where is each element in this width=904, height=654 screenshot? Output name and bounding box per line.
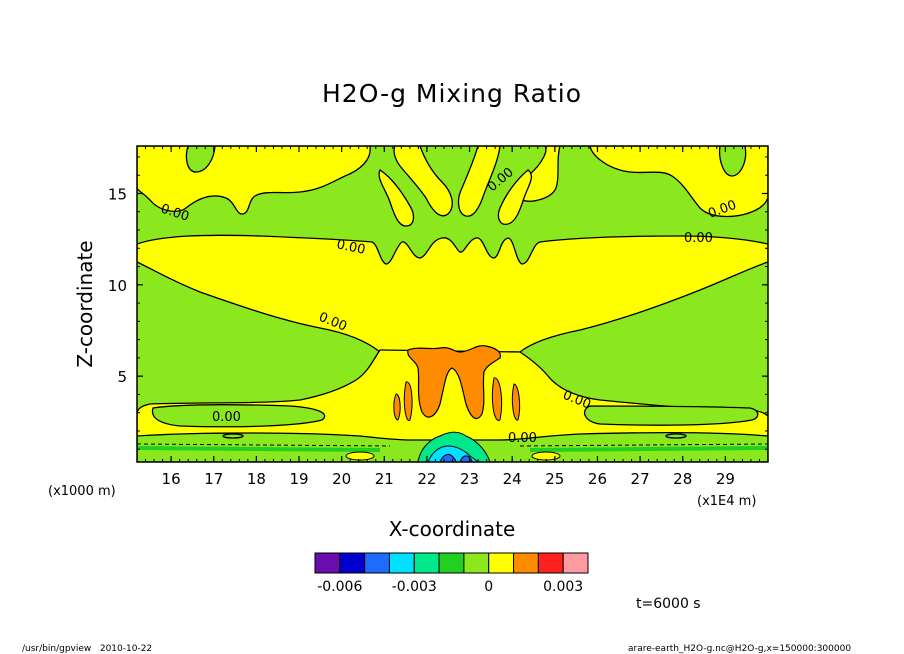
contour-label: 0.00 <box>212 410 241 425</box>
colorbar <box>314 552 589 574</box>
footer-left: /usr/bin/gpview 2010-10-22 <box>22 644 152 654</box>
x-axis: 16 17 18 19 20 21 22 23 24 25 26 27 28 29 <box>136 146 769 488</box>
colorbar-swatch <box>413 552 440 574</box>
time-label: t=6000 s <box>636 596 701 612</box>
contour-region <box>151 404 326 428</box>
contour-region <box>511 383 521 421</box>
contour-region <box>457 146 501 217</box>
x-tick-label: 18 <box>247 470 266 488</box>
colorbar-swatch <box>339 552 366 574</box>
y-axis: 5 10 15 <box>108 156 768 450</box>
colorbar-tick-label: 0 <box>484 579 493 595</box>
contour-region <box>378 169 415 227</box>
contour-region <box>393 146 453 217</box>
contour-region <box>137 446 380 452</box>
colorbar-swatch <box>513 552 539 574</box>
contour-region <box>222 433 244 439</box>
x-tick-label: 23 <box>460 470 479 488</box>
contour-label: 0.00 <box>508 431 537 446</box>
x-unit-label: (x1E4 m) <box>697 494 756 509</box>
contour-region <box>345 451 375 461</box>
y-tick-label: 15 <box>108 185 127 203</box>
x-tick-label: 17 <box>204 470 223 488</box>
contour-label: 0.00 <box>684 231 713 246</box>
contour-region <box>497 169 532 225</box>
contour-region <box>393 393 401 421</box>
x-tick-label: 29 <box>716 470 735 488</box>
footer-right: arare-earth_H2O-g.nc@H2O-g,x=150000:3000… <box>628 644 851 654</box>
contour-region <box>718 146 747 177</box>
colorbar-tick-label: 0.003 <box>543 579 583 595</box>
contour-region <box>531 451 561 461</box>
contour-region <box>530 446 768 452</box>
y-tick-label: 5 <box>117 368 127 386</box>
contour-region <box>491 377 503 421</box>
x-tick-label: 16 <box>162 470 181 488</box>
y-axis-label: Z-coordinate <box>73 240 97 367</box>
x-tick-label: 26 <box>588 470 607 488</box>
colorbar-swatch <box>488 552 515 574</box>
colorbar-swatch <box>388 552 415 574</box>
contour-line-dashed <box>137 443 768 447</box>
contour-region <box>407 345 501 419</box>
x-tick-label: 19 <box>289 470 308 488</box>
colorbar-tick-label: -0.006 <box>317 579 362 595</box>
x-tick-label: 22 <box>417 470 436 488</box>
colorbar-swatch <box>562 552 589 574</box>
colorbar-swatch <box>438 552 465 574</box>
x-tick-label: 28 <box>673 470 692 488</box>
y-unit-label: (x1000 m) <box>48 484 116 499</box>
chart-title: H2O-g Mixing Ratio <box>322 79 582 108</box>
colorbar-ticks: -0.006 -0.003 0 0.003 <box>317 579 583 595</box>
x-tick-label: 24 <box>503 470 522 488</box>
colorbar-swatch <box>314 552 341 574</box>
contour-label: 0.00 <box>335 237 366 258</box>
contour-region <box>185 146 216 173</box>
x-tick-label: 27 <box>631 470 650 488</box>
colorbar-tick-label: -0.003 <box>392 579 437 595</box>
contour-field <box>137 146 768 462</box>
colorbar-swatch <box>537 552 564 574</box>
x-tick-label: 21 <box>375 470 394 488</box>
colorbar-swatch <box>463 552 490 574</box>
x-axis-label: X-coordinate <box>389 517 516 541</box>
y-tick-label: 10 <box>108 277 127 295</box>
contour-region <box>403 381 413 421</box>
contour-region <box>665 433 687 439</box>
colorbar-swatch <box>364 552 390 574</box>
x-tick-label: 20 <box>332 470 351 488</box>
contour-region <box>583 405 759 426</box>
x-tick-label: 25 <box>545 470 564 488</box>
